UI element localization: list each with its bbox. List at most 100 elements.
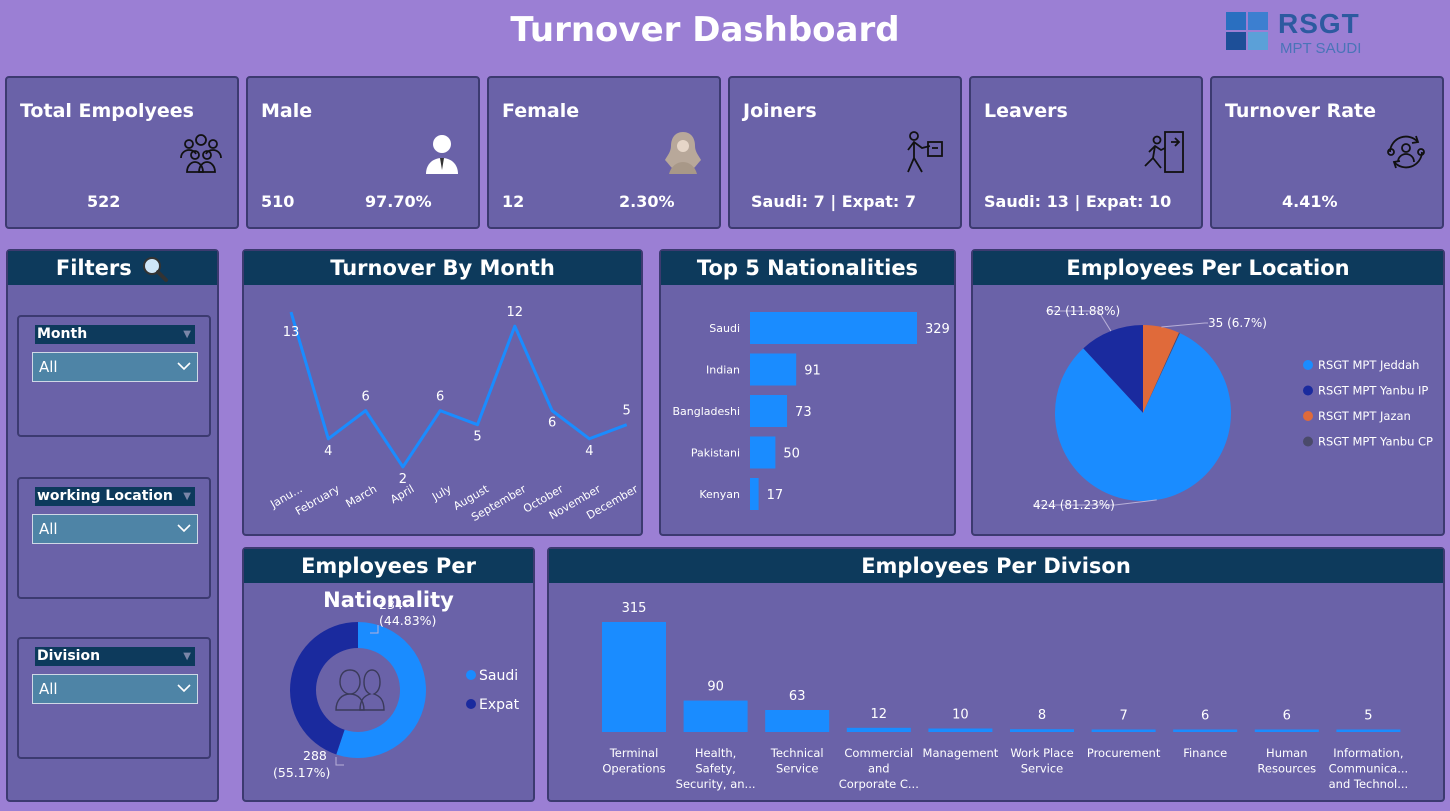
x-tick-label: Security, an... xyxy=(676,777,756,791)
division-dropdown[interactable]: All xyxy=(32,674,198,704)
y-tick-label: Pakistani xyxy=(691,447,740,460)
male-user-icon xyxy=(422,132,462,174)
bar xyxy=(928,728,993,732)
month-dropdown[interactable]: All xyxy=(32,352,198,382)
data-label: 12 xyxy=(871,707,888,722)
bar xyxy=(750,353,797,386)
panel-title: Top 5 Nationalities xyxy=(661,251,954,285)
data-label: 62 (11.88%) xyxy=(1046,304,1120,318)
legend-marker xyxy=(1303,360,1313,370)
filter-label: Division ▼ xyxy=(35,647,195,666)
bar xyxy=(1173,729,1238,732)
x-tick-label: Safety, xyxy=(695,762,735,776)
kpi-value: Saudi: 13 | Expat: 10 xyxy=(984,192,1172,211)
donut-slice xyxy=(336,622,427,758)
kpi-joiners: Joiners Saudi: 7 | Expat: 7 xyxy=(728,76,962,229)
female-user-icon xyxy=(665,132,701,174)
x-tick-label: Service xyxy=(776,762,819,776)
kpi-title: Turnover Rate xyxy=(1225,100,1377,122)
page-title: Turnover Dashboard xyxy=(510,10,900,50)
chevron-down-icon xyxy=(177,362,191,371)
x-tick-label: April xyxy=(388,482,416,506)
saudi-woman-icon xyxy=(359,669,385,711)
leader-line xyxy=(335,757,344,766)
leader-line xyxy=(370,625,379,634)
top5-nationalities-panel: Top 5 Nationalities Saudi 329 Indian 91 Bang… xyxy=(659,249,956,536)
bar xyxy=(1010,729,1074,732)
legend-label: RSGT MPT Yanbu CP xyxy=(1318,435,1433,449)
turnover-cycle-icon xyxy=(1387,135,1425,169)
pie-slice xyxy=(1143,332,1180,413)
panel-title: Employees Per Location xyxy=(973,251,1443,285)
division-bar-chart: 315 Terminal Operations 90 Health, Safety,Sec… xyxy=(602,601,1409,791)
data-label: 63 xyxy=(789,689,806,704)
data-label: 424 (81.23%) xyxy=(1033,498,1115,512)
data-label: 10 xyxy=(952,708,969,723)
data-label: 5 xyxy=(473,430,481,445)
bar xyxy=(602,622,666,732)
company-logo: RSGT MPT SAUDI xyxy=(1226,8,1386,60)
x-tick-label: Communica... xyxy=(1329,762,1409,776)
chevron-down-icon xyxy=(177,684,191,693)
data-label: 91 xyxy=(804,364,821,379)
kpi-total-employees: Total Empolyees 522 xyxy=(5,76,239,229)
data-label: 13 xyxy=(283,325,300,340)
bar xyxy=(765,710,830,732)
y-tick-label: Kenyan xyxy=(699,488,740,501)
bar xyxy=(750,478,759,510)
kpi-turnover-rate: Turnover Rate 4.41% xyxy=(1210,76,1444,229)
caret-down-icon: ▼ xyxy=(183,491,191,502)
panel-title: Employees Per Divison xyxy=(549,549,1443,583)
data-label: 12 xyxy=(507,305,524,320)
y-tick-label: Saudi xyxy=(709,322,740,335)
kpi-title: Leavers xyxy=(984,100,1068,122)
kpi-percent: 2.30% xyxy=(619,192,675,211)
legend-marker xyxy=(466,670,476,680)
x-tick-label: Procurement xyxy=(1087,746,1161,760)
location-dropdown[interactable]: All xyxy=(32,514,198,544)
legend-label: RSGT MPT Yanbu IP xyxy=(1318,384,1428,398)
turnover-by-month-panel: Turnover By Month 13 4 6 2 6 5 12 6 4 5 Janu... Feb… xyxy=(242,249,643,536)
data-label: 315 xyxy=(622,601,647,616)
logo-mark-icon xyxy=(1226,12,1270,52)
legend-label: RSGT MPT Jeddah xyxy=(1318,358,1419,372)
x-tick-label: and Technol... xyxy=(1329,777,1409,791)
kpi-value: 4.41% xyxy=(1282,192,1338,211)
logo-subtext: MPT SAUDI xyxy=(1280,40,1362,57)
filter-division: Division ▼ All xyxy=(17,637,211,759)
data-label: 17 xyxy=(767,488,784,503)
bar xyxy=(683,700,748,732)
x-tick-label: July xyxy=(429,482,454,504)
filters-header: Filters xyxy=(8,251,217,285)
data-label: 6 xyxy=(361,390,369,405)
leader-line xyxy=(1161,322,1208,328)
pie-slice xyxy=(1083,325,1143,413)
bar xyxy=(750,312,917,344)
panel-title: Employees Per Nationality xyxy=(244,549,533,612)
x-tick-label: March xyxy=(344,482,380,510)
location-pie-chart: 62 (11.88%) 35 (6.7%) 424 (81.23%) RSGT MPT… xyxy=(1033,304,1433,512)
data-label: 6 xyxy=(1283,709,1291,724)
bar xyxy=(1091,729,1156,732)
data-label: 329 xyxy=(925,322,950,337)
panel-title: Turnover By Month xyxy=(244,251,641,285)
nationality-donut-chart: 234(44.83%) 288 (55.17%) Saudi Expat xyxy=(273,597,520,780)
filter-month: Month ▼ All xyxy=(17,315,211,437)
data-label: 6 xyxy=(1201,709,1209,724)
kpi-value: 522 xyxy=(87,192,121,211)
chevron-down-icon xyxy=(177,524,191,533)
top5-bar-chart: Saudi 329 Indian 91 Bangladeshi 73 Pakistani 50… xyxy=(672,312,950,510)
leader-line xyxy=(1046,310,1112,332)
employees-per-nationality-panel: Employees Per Nationality 234 (44.83%) 288… xyxy=(242,547,535,802)
kpi-value: Saudi: 7 | Expat: 7 xyxy=(751,192,916,211)
x-tick-label: Technical xyxy=(770,746,824,760)
data-label: 234 xyxy=(379,597,403,612)
kpi-leavers: Leavers Saudi: 13 | Expat: 10 xyxy=(969,76,1203,229)
filter-label: working Location ▼ xyxy=(35,487,195,506)
employees-per-location-panel: Employees Per Location 62 (11.88%) 35 (6.… xyxy=(971,249,1445,536)
legend-marker xyxy=(1303,436,1313,447)
people-group-icon xyxy=(180,134,222,173)
dropdown-value: All xyxy=(39,680,58,698)
x-tick-label: Terminal xyxy=(609,746,659,760)
